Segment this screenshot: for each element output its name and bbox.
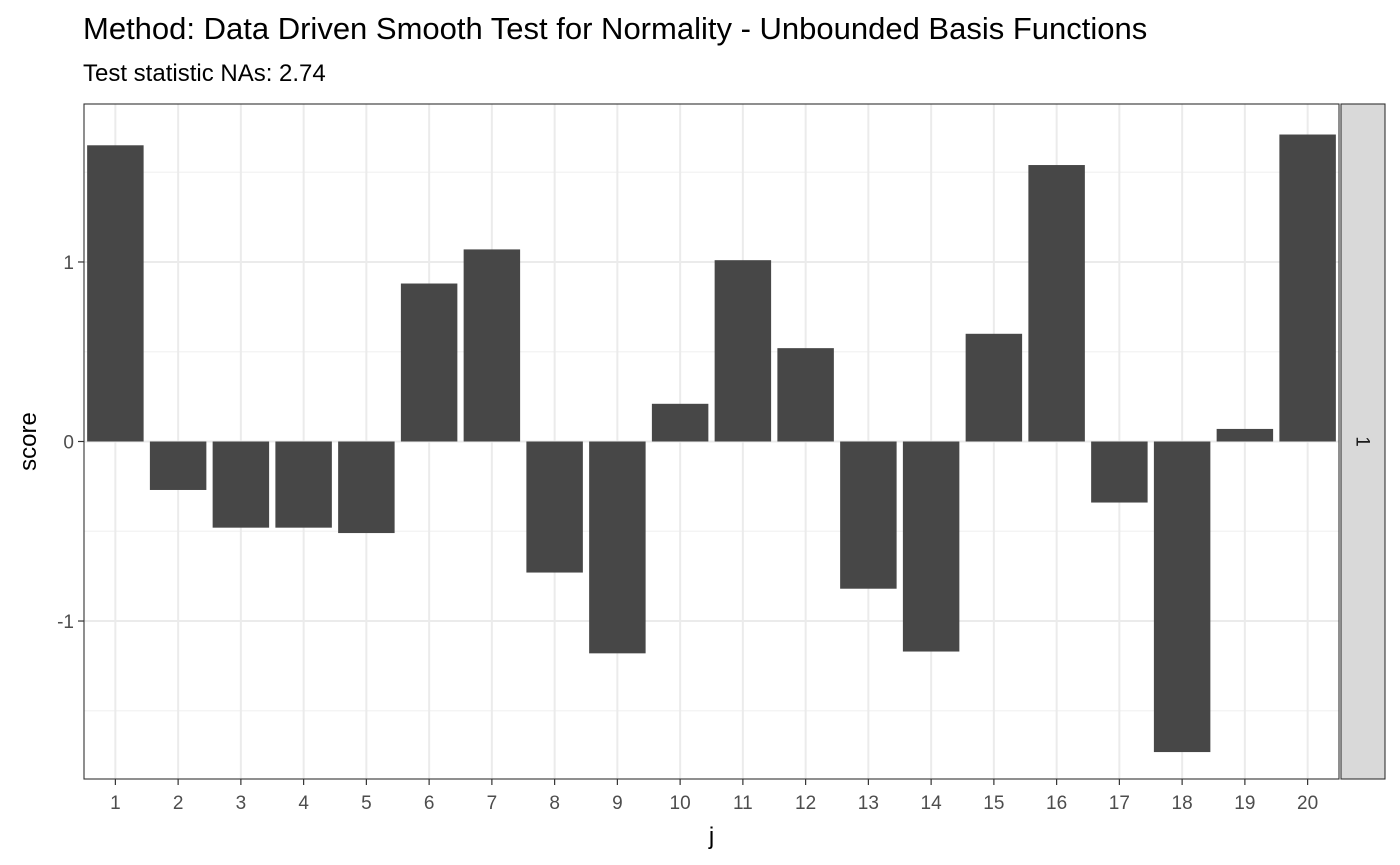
bar-7 bbox=[463, 249, 521, 442]
bar-4 bbox=[275, 441, 332, 528]
facet-strip-label: 1 bbox=[1351, 436, 1372, 447]
chart-subtitle: Test statistic NAs: 2.74 bbox=[83, 60, 326, 87]
bar-8 bbox=[526, 441, 583, 573]
y-tick-label: 1 bbox=[63, 253, 74, 274]
bar-9 bbox=[589, 441, 646, 654]
x-axis-title: j bbox=[708, 823, 714, 850]
panel-border bbox=[83, 103, 1340, 780]
bar-3 bbox=[212, 441, 270, 528]
bar-11 bbox=[714, 260, 772, 442]
x-tick-label: 10 bbox=[670, 793, 691, 814]
bar-20 bbox=[1279, 134, 1336, 442]
x-tick-label: 1 bbox=[110, 793, 121, 814]
x-tick-label: 4 bbox=[298, 793, 309, 814]
x-tick-label: 9 bbox=[612, 793, 623, 814]
x-tick-label: 8 bbox=[549, 793, 560, 814]
chart-title: Method: Data Driven Smooth Test for Norm… bbox=[83, 11, 1147, 46]
bar-15 bbox=[965, 333, 1023, 442]
x-tick-label: 2 bbox=[173, 793, 184, 814]
bar-12 bbox=[777, 348, 834, 442]
bar-10 bbox=[651, 403, 709, 442]
x-tick-label: 16 bbox=[1046, 793, 1067, 814]
x-tick-label: 15 bbox=[983, 793, 1004, 814]
x-tick-label: 7 bbox=[487, 793, 498, 814]
x-tick-label: 6 bbox=[424, 793, 435, 814]
x-tick-label: 19 bbox=[1234, 793, 1255, 814]
x-tick-label: 20 bbox=[1297, 793, 1318, 814]
bar-1 bbox=[87, 145, 144, 442]
bar-13 bbox=[840, 441, 897, 589]
y-tick-label: -1 bbox=[57, 612, 74, 633]
x-tick-label: 12 bbox=[795, 793, 816, 814]
grid-lines bbox=[84, 104, 1339, 779]
bar-19 bbox=[1216, 428, 1274, 442]
y-tick-label: 0 bbox=[63, 433, 74, 454]
x-tick-label: 3 bbox=[236, 793, 247, 814]
x-tick-label: 18 bbox=[1172, 793, 1193, 814]
bar-18 bbox=[1153, 441, 1211, 753]
y-axis-title: score bbox=[15, 412, 42, 471]
bar-14 bbox=[902, 441, 960, 652]
bar-6 bbox=[400, 283, 458, 442]
x-tick-label: 5 bbox=[361, 793, 372, 814]
x-tick-label: 13 bbox=[858, 793, 879, 814]
x-tick-label: 14 bbox=[921, 793, 943, 814]
bars bbox=[87, 134, 1336, 753]
bar-16 bbox=[1028, 165, 1085, 442]
x-tick-label: 11 bbox=[733, 793, 753, 814]
bar-2 bbox=[149, 441, 207, 490]
facet-strip bbox=[1340, 103, 1386, 780]
x-tick-label: 17 bbox=[1109, 793, 1130, 814]
bar-17 bbox=[1091, 441, 1148, 503]
bar-5 bbox=[338, 441, 395, 534]
